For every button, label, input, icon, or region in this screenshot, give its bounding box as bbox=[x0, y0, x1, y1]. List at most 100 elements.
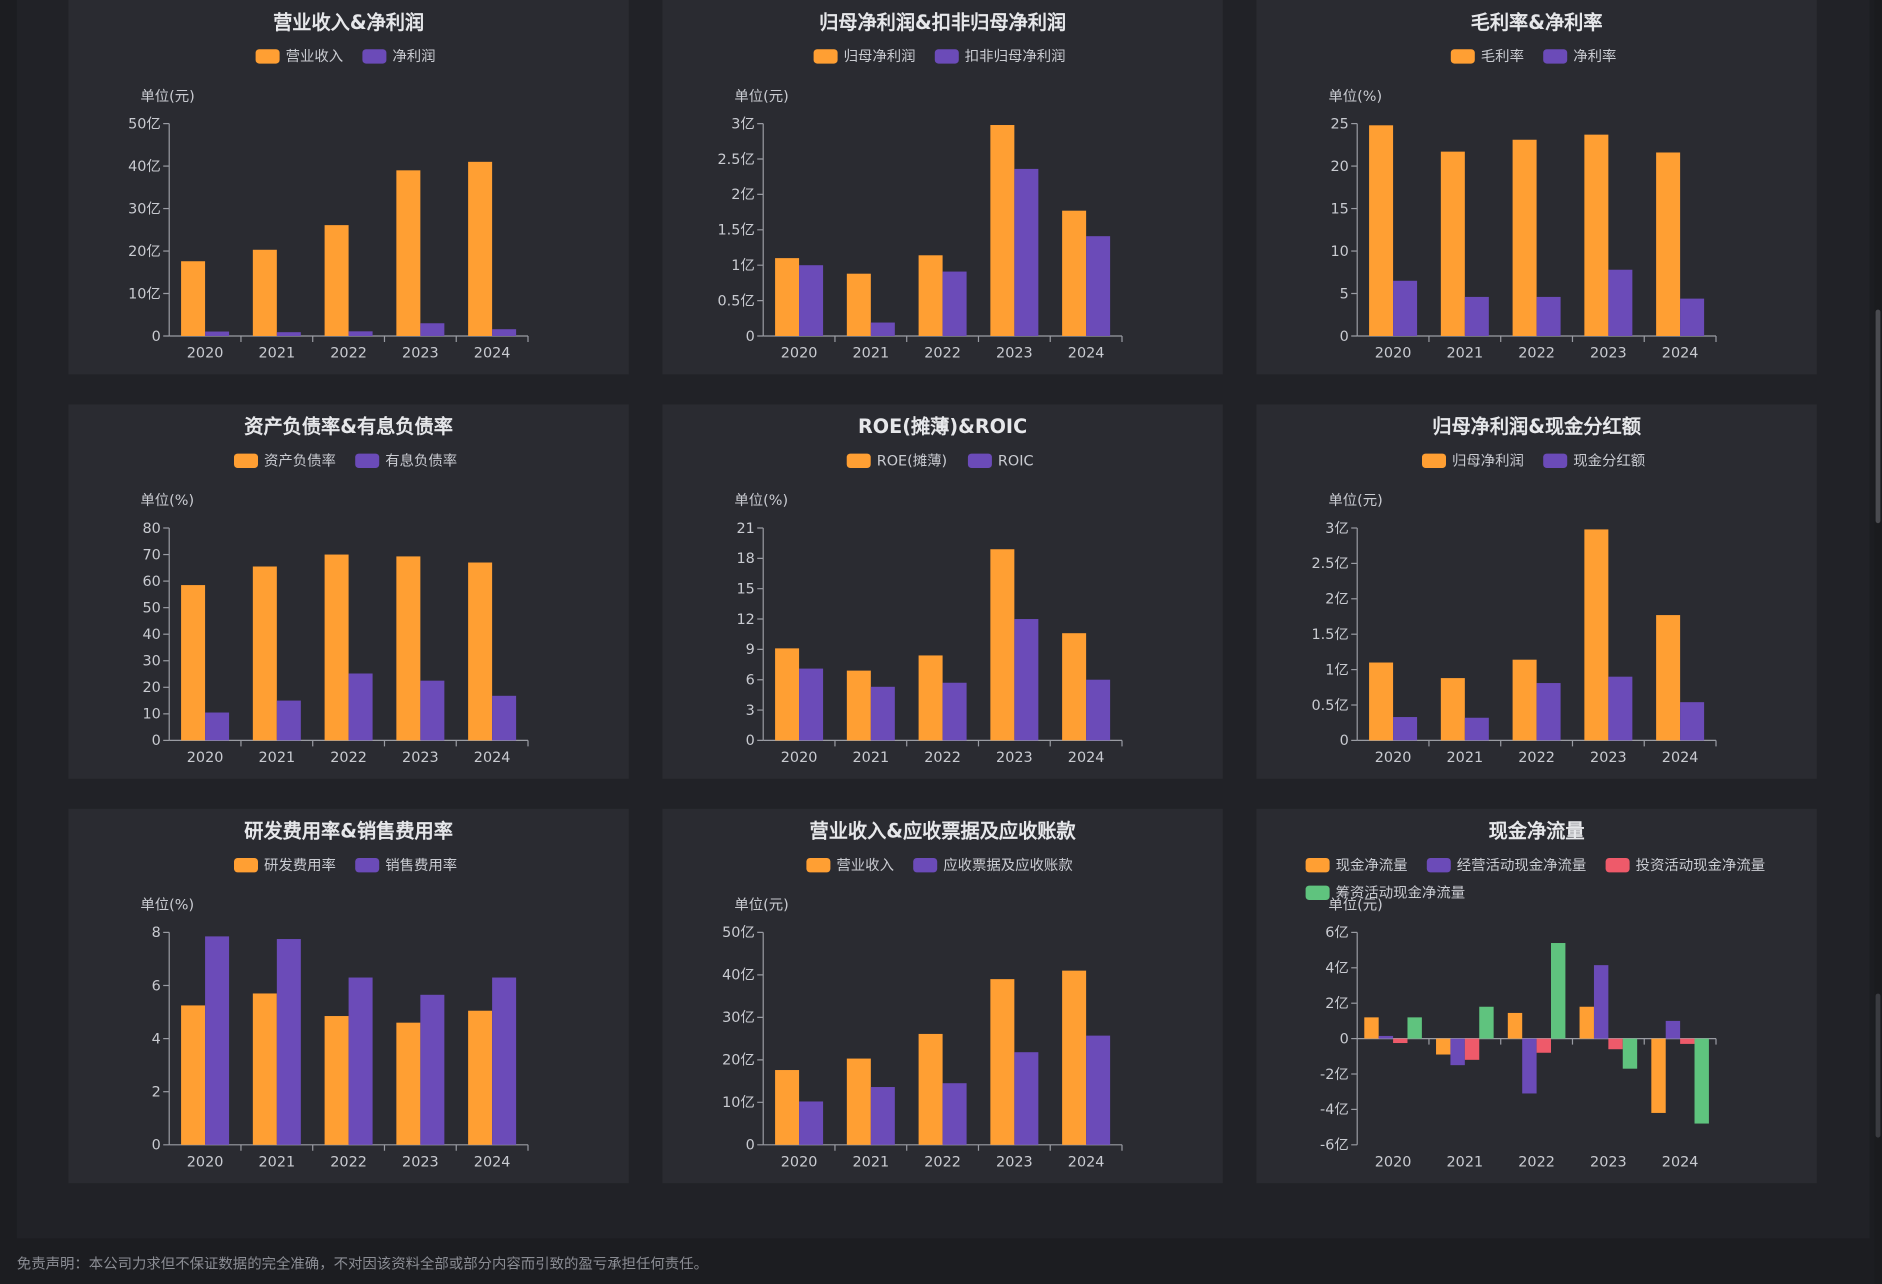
bar bbox=[205, 936, 230, 1145]
y-tick-label: 70 bbox=[142, 547, 160, 563]
x-tick-label: 2023 bbox=[1590, 750, 1627, 766]
bar bbox=[1014, 619, 1039, 741]
chart-title: 现金净流量 bbox=[1489, 820, 1585, 843]
unit-label: 单位(元) bbox=[1328, 492, 1382, 509]
y-tick-label: 0 bbox=[746, 1138, 755, 1154]
y-tick-label: 20亿 bbox=[128, 243, 161, 260]
chart-panel-expense-ratio: 研发费用率&销售费用率 研发费用率 销售费用率 单位(%) 0 2 4 6 8 2020 2021 2… bbox=[68, 808, 629, 1184]
y-tick-label: 10亿 bbox=[722, 1094, 755, 1111]
bar bbox=[420, 680, 445, 741]
bar bbox=[1507, 1012, 1523, 1039]
bar bbox=[799, 668, 824, 741]
x-tick-label: 2020 bbox=[1375, 346, 1412, 362]
x-tick-label: 2024 bbox=[1068, 1154, 1105, 1170]
scrollbar-track[interactable] bbox=[1874, 0, 1882, 1284]
unit-label: 单位(%) bbox=[734, 492, 788, 509]
x-tick-label: 2022 bbox=[330, 750, 367, 766]
bar bbox=[942, 682, 967, 741]
scrollbar-thumb-secondary[interactable] bbox=[1875, 993, 1881, 1138]
bar bbox=[1464, 296, 1489, 336]
bar bbox=[990, 549, 1015, 741]
legend-label: 扣非归母净利润 bbox=[965, 48, 1066, 65]
legend-swatch bbox=[967, 453, 992, 469]
y-tick-label: 0.5亿 bbox=[1312, 697, 1349, 714]
y-tick-label: 0 bbox=[1340, 329, 1349, 345]
bar bbox=[324, 225, 349, 336]
bar bbox=[205, 712, 230, 741]
bar bbox=[1608, 676, 1633, 741]
x-tick-label: 2024 bbox=[474, 750, 511, 766]
bar bbox=[1393, 717, 1418, 741]
bar bbox=[1062, 970, 1087, 1145]
chart-panel-dividend: 归母净利润&现金分红额 归母净利润 现金分红额 单位(元) 0 0.5亿 1亿 1.5亿 2亿 2… bbox=[1256, 404, 1817, 779]
legend-swatch bbox=[234, 858, 258, 873]
legend-label: 有息负债率 bbox=[385, 453, 457, 470]
y-tick-label: 40亿 bbox=[128, 158, 161, 175]
bar bbox=[775, 648, 800, 741]
x-tick-label: 2022 bbox=[1518, 1154, 1555, 1170]
bar bbox=[1536, 1038, 1552, 1053]
x-tick-label: 2021 bbox=[259, 346, 296, 362]
legend-label: 筹资活动现金净流量 bbox=[1336, 885, 1466, 902]
x-tick-label: 2023 bbox=[996, 346, 1033, 362]
legend-swatch bbox=[234, 453, 258, 469]
bar bbox=[918, 655, 943, 741]
bar bbox=[1512, 139, 1537, 336]
y-tick-label: 10 bbox=[142, 707, 160, 723]
bar bbox=[918, 1033, 943, 1145]
bar bbox=[1378, 1035, 1394, 1039]
y-tick-label: 4 bbox=[152, 1031, 161, 1047]
bar bbox=[181, 585, 206, 741]
y-tick-label: 15 bbox=[736, 581, 754, 597]
unit-label: 单位(元) bbox=[734, 88, 788, 105]
bar bbox=[1086, 236, 1111, 336]
y-tick-label: 2 bbox=[152, 1085, 161, 1101]
bar bbox=[468, 1010, 493, 1145]
bar bbox=[1014, 168, 1039, 336]
legend-swatch bbox=[1543, 49, 1568, 64]
bar bbox=[1369, 125, 1394, 337]
legend-label: 营业收入 bbox=[836, 857, 894, 874]
chart-title: 营业收入&净利润 bbox=[273, 11, 424, 34]
chart-panel-cash-flow: 现金净流量 现金净流量 经营活动现金净流量 投资活动现金净流量 筹资活动现金净流量 单位(… bbox=[1256, 808, 1817, 1184]
bar bbox=[846, 273, 871, 336]
y-tick-label: 21 bbox=[736, 521, 754, 537]
bar bbox=[942, 1083, 967, 1145]
x-tick-label: 2024 bbox=[1662, 1154, 1699, 1170]
y-tick-label: 9 bbox=[746, 642, 755, 658]
y-tick-label: 1亿 bbox=[731, 257, 755, 274]
bar bbox=[468, 161, 493, 336]
x-tick-label: 2024 bbox=[474, 1154, 511, 1170]
bar bbox=[1464, 717, 1489, 741]
legend-swatch bbox=[355, 453, 380, 469]
bar bbox=[918, 255, 943, 336]
bar bbox=[775, 258, 800, 336]
y-tick-label: 2亿 bbox=[1325, 591, 1349, 608]
legend-label: 经营活动现金净流量 bbox=[1457, 857, 1587, 874]
legend-label: 现金净流量 bbox=[1336, 857, 1408, 874]
legend-label: 净利润 bbox=[392, 48, 435, 65]
scrollbar-thumb[interactable] bbox=[1875, 309, 1881, 524]
bar bbox=[1680, 298, 1705, 336]
y-tick-label: 4亿 bbox=[1325, 960, 1349, 977]
bar bbox=[276, 332, 301, 336]
legend-label: 投资活动现金净流量 bbox=[1636, 857, 1766, 874]
bar bbox=[348, 331, 373, 336]
y-tick-label: 40 bbox=[142, 627, 160, 643]
bar bbox=[990, 979, 1015, 1145]
x-tick-label: 2021 bbox=[259, 1154, 296, 1170]
bar bbox=[1393, 1038, 1408, 1044]
legend-label: 应收票据及应收账款 bbox=[943, 856, 1073, 874]
y-tick-label: -2亿 bbox=[1320, 1066, 1349, 1083]
bar bbox=[1536, 683, 1561, 741]
chart-title: 毛利率&净利率 bbox=[1471, 11, 1603, 34]
bar bbox=[1393, 280, 1418, 336]
bar bbox=[1440, 678, 1465, 741]
bar bbox=[324, 1016, 349, 1145]
bar bbox=[1680, 1038, 1695, 1044]
bar bbox=[1656, 615, 1681, 741]
bar bbox=[1608, 269, 1633, 336]
bar bbox=[846, 670, 871, 741]
